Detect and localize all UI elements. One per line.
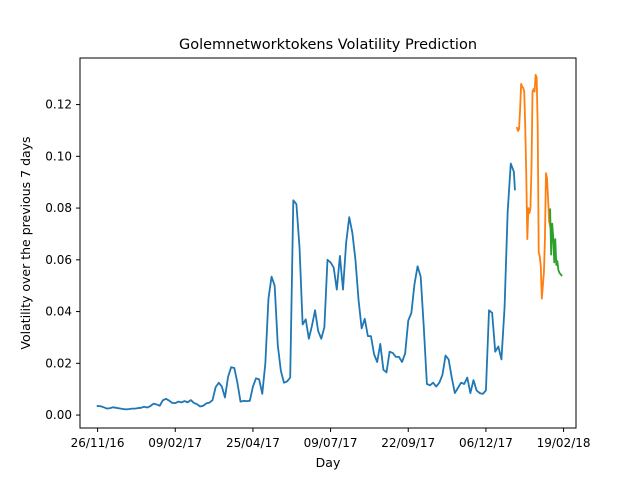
series-line-2 (515, 73, 552, 300)
x-axis-label: Day (316, 455, 341, 470)
x-tick-label: 25/04/17 (226, 436, 280, 450)
y-axis-ticks: 0.00 0.02 0.04 0.06 0.08 0.10 0.12 (45, 98, 80, 422)
x-tick-label: 22/09/17 (381, 436, 435, 450)
series-line-3 (549, 208, 563, 277)
y-tick-label: 0.02 (45, 356, 72, 370)
x-tick-label: 09/07/17 (304, 436, 358, 450)
series-layer (96, 73, 563, 411)
x-tick-label: 26/11/16 (71, 436, 125, 450)
y-tick-label: 0.12 (45, 98, 72, 112)
x-axis-ticks: 26/11/16 09/02/17 25/04/17 09/07/17 22/09/17… (71, 428, 591, 450)
series-line-1 (96, 162, 516, 411)
y-tick-label: 0.00 (45, 408, 72, 422)
plot-frame (79, 57, 577, 429)
x-tick-label: 06/12/17 (459, 436, 513, 450)
y-tick-label: 0.08 (45, 201, 72, 215)
chart-title: Golemnetworktokens Volatility Prediction (179, 37, 477, 53)
x-tick-label: 09/02/17 (148, 436, 202, 450)
y-tick-label: 0.10 (45, 149, 72, 163)
y-tick-label: 0.06 (45, 253, 72, 267)
y-axis-label: Volatility over the previous 7 days (18, 136, 33, 349)
x-tick-label: 19/02/18 (537, 436, 591, 450)
y-tick-label: 0.04 (45, 305, 72, 319)
